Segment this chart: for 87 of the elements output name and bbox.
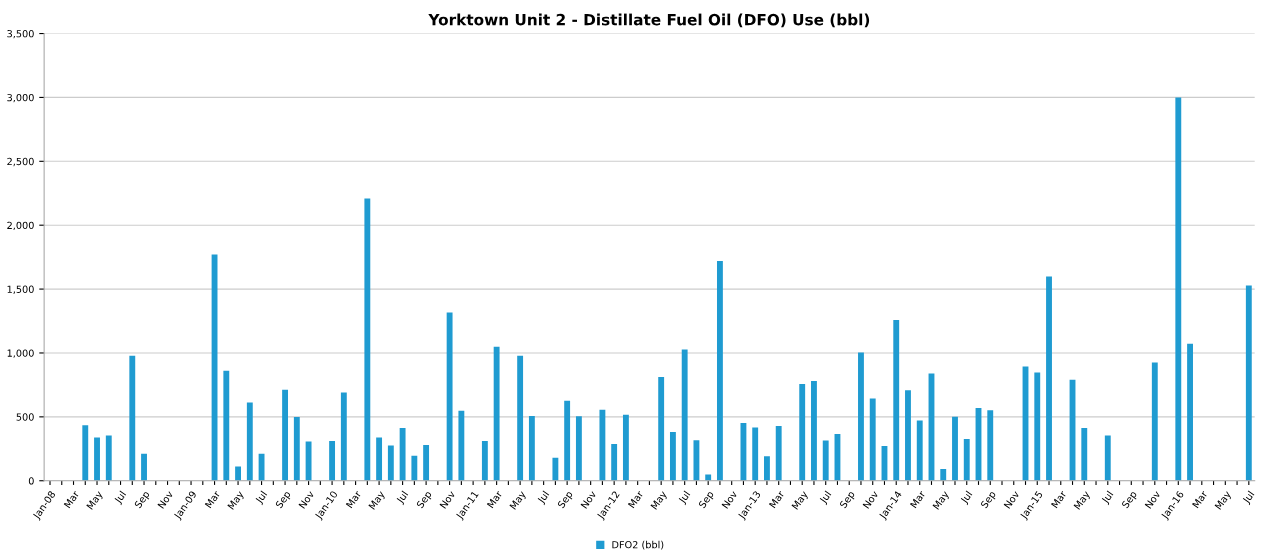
bar: [446, 312, 453, 481]
bar: [1175, 97, 1182, 481]
bar: [822, 440, 829, 481]
bar: [564, 400, 571, 481]
y-tick-label: 1,000: [7, 349, 34, 358]
bar: [599, 409, 606, 481]
y-tick-label: 3,500: [7, 30, 34, 39]
x-tick-label: Jul: [113, 490, 128, 506]
bar: [94, 437, 100, 481]
x-tick-label: Jul: [536, 490, 551, 506]
bar: [340, 392, 347, 481]
bar: [411, 455, 418, 481]
bar: [82, 425, 89, 481]
x-tick-label: Sep: [1121, 490, 1139, 510]
bar: [1104, 435, 1111, 481]
bar: [282, 389, 289, 481]
bar: [658, 377, 665, 481]
y-tick-label: 0: [28, 477, 34, 485]
bar: [858, 352, 864, 481]
bar: [940, 469, 947, 481]
x-tick-label: Sep: [698, 490, 716, 510]
bar: [1187, 343, 1193, 481]
x-tick-label: Jul: [1100, 490, 1115, 506]
bar: [869, 398, 876, 481]
bar: [329, 440, 336, 481]
bar: [105, 435, 112, 481]
bar: [305, 441, 312, 481]
y-tick-label: 500: [16, 413, 34, 421]
bar: [528, 415, 535, 481]
chart-title: Yorktown Unit 2 - Distillate Fuel Oil (DFO) Use (bbl): [428, 13, 870, 28]
x-tick-label: Sep: [557, 490, 575, 510]
y-tick-label: 2,000: [7, 221, 34, 231]
bar: [376, 437, 383, 481]
bar: [517, 355, 524, 481]
bar: [481, 440, 488, 481]
bar: [1245, 285, 1252, 481]
x-tick-label: Sep: [134, 490, 152, 510]
bar: [364, 198, 371, 481]
bar: [258, 453, 265, 481]
x-tick-label: Sep: [416, 490, 434, 510]
x-tick-label: Jul: [395, 490, 410, 506]
bar: [1081, 428, 1088, 481]
x-tick-label: Jul: [1241, 490, 1256, 506]
bar: [1034, 372, 1041, 481]
bar: [775, 425, 782, 481]
bar: [223, 370, 230, 481]
bar: [811, 380, 817, 481]
bar: [693, 440, 700, 481]
bar: [552, 457, 559, 481]
bar: [716, 260, 723, 481]
x-tick-label: Sep: [275, 490, 293, 510]
y-tick-label: 1,500: [7, 285, 34, 294]
bar: [622, 414, 629, 481]
bar: [669, 432, 676, 481]
bar: [129, 355, 136, 481]
y-tick-label: 3,000: [7, 93, 34, 103]
x-tick-label: Jul: [959, 490, 974, 506]
bar: [423, 444, 430, 481]
bar: [963, 438, 970, 481]
bar: [916, 420, 923, 481]
bar: [399, 427, 406, 481]
bar: [752, 427, 759, 481]
bar: [235, 466, 241, 481]
bar: [952, 416, 958, 481]
bar: [246, 402, 253, 481]
bar: [1046, 276, 1052, 481]
bar: [905, 390, 911, 481]
x-tick-label: Jul: [677, 490, 692, 506]
bar: [575, 416, 582, 481]
x-tick-label: Sep: [980, 490, 998, 510]
y-tick-label: 2,500: [7, 157, 34, 167]
x-tick-label: Jul: [818, 490, 833, 506]
bar: [764, 456, 770, 481]
bar: [493, 346, 500, 481]
bar: [1151, 362, 1158, 481]
bar: [799, 384, 806, 481]
bar: [141, 453, 147, 481]
bar: [987, 410, 994, 481]
bar: [611, 443, 618, 481]
bar: [893, 319, 900, 481]
x-tick-label: Jul: [254, 490, 269, 506]
bar: [458, 410, 465, 481]
bar: [681, 349, 688, 481]
bar: [293, 416, 300, 481]
legend-label: DFO2 (bbl): [612, 540, 664, 550]
bar: [387, 445, 394, 481]
x-tick-label: Sep: [839, 490, 857, 510]
